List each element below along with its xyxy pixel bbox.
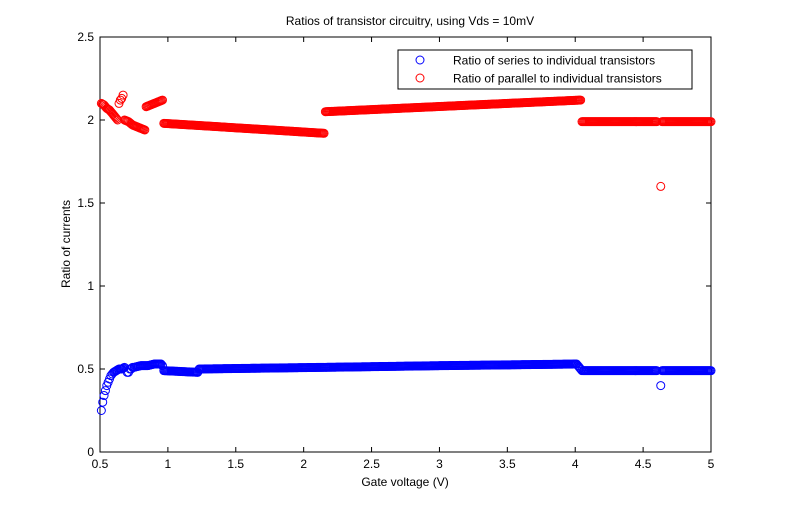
x-tick-label: 3 — [436, 457, 443, 471]
x-tick-label: 3.5 — [499, 457, 516, 471]
x-tick-label: 4 — [572, 457, 579, 471]
chart-title: Ratios of transistor circuitry, using Vd… — [286, 14, 534, 28]
data-point — [706, 117, 716, 127]
axes-box — [99, 36, 712, 453]
data-marks — [96, 90, 716, 415]
y-axis-label: Ratio of currents — [59, 200, 73, 288]
legend-label-series: Ratio of series to individual transistor… — [453, 54, 655, 68]
data-point — [96, 406, 106, 415]
x-tick-label: 4.5 — [635, 457, 652, 471]
x-axis-label: Gate voltage (V) — [361, 475, 448, 489]
data-point — [99, 391, 109, 401]
legend-marker-parallel — [415, 73, 425, 83]
data-point — [656, 181, 666, 191]
data-point — [157, 95, 167, 105]
y-tick-label: 0 — [87, 445, 94, 459]
y-tick-label: 0.5 — [77, 362, 94, 376]
data-point — [706, 366, 716, 376]
y-tick-label: 2 — [87, 113, 94, 127]
data-point — [656, 381, 666, 391]
x-tick-label: 5 — [708, 457, 715, 471]
legend-label-parallel: Ratio of parallel to individual transist… — [453, 72, 662, 86]
y-tick-label: 2.5 — [77, 30, 94, 44]
data-point — [115, 95, 125, 105]
data-point — [111, 113, 121, 123]
legend: Ratio of series to individual transistor… — [397, 49, 693, 90]
data-point — [98, 397, 108, 407]
series-1 — [96, 90, 716, 191]
legend-box — [397, 49, 693, 90]
data-point — [140, 125, 150, 135]
x-tick-label: 2.5 — [363, 457, 380, 471]
x-tick-label: 1 — [165, 457, 172, 471]
x-tick-label: 0.5 — [92, 457, 109, 471]
plot-area: 0.5 1 1.5 2 2.5 3 3.5 4 4.5 500.511.522.5 — [77, 30, 716, 471]
data-point — [110, 112, 120, 122]
y-tick-label: 1 — [87, 279, 94, 293]
x-tick-label: 2 — [300, 457, 307, 471]
legend-marker-series — [415, 55, 425, 65]
x-tick-label: 1.5 — [227, 457, 244, 471]
data-point — [319, 128, 329, 138]
data-point — [576, 95, 586, 105]
data-point — [100, 386, 110, 396]
axis-ticks: 0.5 1 1.5 2 2.5 3 3.5 4 4.5 500.511.522.5 — [77, 30, 714, 471]
data-point — [118, 90, 128, 100]
series-0 — [96, 359, 716, 415]
y-tick-label: 1.5 — [77, 196, 94, 210]
